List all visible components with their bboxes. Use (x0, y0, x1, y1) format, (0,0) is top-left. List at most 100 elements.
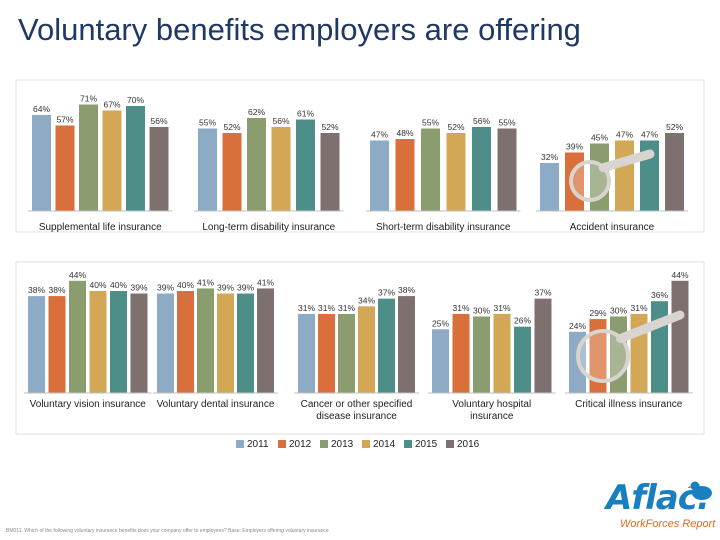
magnifier-icon-bottom-lens (576, 329, 630, 383)
bar-long-term-disability-insurance-2016 (320, 133, 340, 211)
bar-voluntary-hospital-insurance-2014 (493, 313, 511, 393)
magnifier-icon-bottom-handle (616, 310, 685, 343)
bar-voluntary-dental-insurance-2013 (197, 288, 214, 393)
data-label-critical-illness-insurance-2013: 30% (610, 306, 627, 316)
data-label-short-term-disability-insurance-2011: 47% (371, 130, 388, 140)
data-label-short-term-disability-insurance-2014: 52% (447, 122, 464, 132)
legend-label-2011: 2011 (247, 439, 269, 450)
bar-voluntary-hospital-insurance-2015 (514, 326, 531, 393)
bar-cancer-or-other-specified-disease-insurance-2016 (398, 296, 415, 393)
bar-supplemental-life-insurance-2013 (79, 104, 98, 211)
data-label-short-term-disability-insurance-2012: 48% (396, 128, 413, 138)
data-label-accident-insurance-2013: 45% (591, 133, 608, 143)
legend-swatch-2014 (362, 440, 370, 448)
data-label-cancer-or-other-specified-disease-insurance-2014: 34% (358, 295, 375, 305)
bar-short-term-disability-insurance-2011 (370, 140, 389, 211)
bar-voluntary-vision-insurance-2012 (48, 296, 66, 393)
data-label-voluntary-vision-insurance-2014: 40% (89, 280, 106, 290)
page-title: Voluntary benefits employers are offerin… (18, 12, 581, 47)
legend-swatch-2012 (278, 440, 286, 448)
bar-short-term-disability-insurance-2012 (395, 139, 415, 211)
category-label-short-term-disability-insurance: Short-term disability insurance (376, 222, 511, 233)
bar-voluntary-vision-insurance-2011 (28, 296, 45, 393)
data-label-voluntary-vision-insurance-2013: 44% (69, 270, 86, 280)
data-label-supplemental-life-insurance-2016: 56% (150, 116, 167, 126)
data-label-voluntary-vision-insurance-2011: 38% (28, 285, 45, 295)
bar-voluntary-dental-insurance-2014 (217, 293, 234, 393)
bar-cancer-or-other-specified-disease-insurance-2012 (318, 313, 335, 393)
data-label-supplemental-life-insurance-2011: 64% (33, 104, 50, 114)
legend-label-2012: 2012 (289, 439, 312, 450)
bar-voluntary-vision-insurance-2014 (89, 291, 107, 393)
legend-swatch-2013 (320, 440, 328, 448)
legend-swatch-2016 (446, 440, 454, 448)
data-label-supplemental-life-insurance-2012: 57% (56, 115, 73, 125)
bar-voluntary-dental-insurance-2016 (257, 288, 274, 393)
legend-label-2013: 2013 (331, 439, 354, 450)
bar-voluntary-vision-insurance-2013 (69, 280, 86, 393)
bottom-row-frame (15, 261, 705, 435)
data-label-critical-illness-insurance-2015: 36% (651, 290, 668, 300)
data-label-voluntary-dental-insurance-2015: 39% (237, 283, 254, 293)
bar-long-term-disability-insurance-2013 (247, 118, 266, 211)
legend-swatch-2015 (404, 440, 412, 448)
data-label-supplemental-life-insurance-2013: 71% (80, 94, 97, 104)
data-label-long-term-disability-insurance-2015: 61% (297, 109, 314, 119)
bar-cancer-or-other-specified-disease-insurance-2015 (378, 298, 395, 393)
bar-voluntary-hospital-insurance-2011 (432, 329, 449, 393)
bar-accident-insurance-2016 (665, 133, 684, 211)
bar-short-term-disability-insurance-2016 (497, 128, 517, 211)
category-label-critical-illness-insurance: Critical illness insurance (575, 399, 683, 410)
data-label-accident-insurance-2011: 32% (541, 152, 558, 162)
data-label-voluntary-hospital-insurance-2012: 31% (452, 303, 469, 313)
footnote: BM011. Which of the following voluntary … (6, 528, 329, 534)
legend-label-2016: 2016 (457, 439, 480, 450)
bar-critical-illness-insurance-2015 (651, 301, 668, 393)
bar-voluntary-dental-insurance-2012 (177, 291, 194, 393)
legend-label-2015: 2015 (415, 439, 438, 450)
data-label-voluntary-vision-insurance-2015: 40% (110, 280, 127, 290)
data-label-accident-insurance-2016: 52% (666, 122, 683, 132)
data-label-short-term-disability-insurance-2015: 56% (473, 116, 490, 126)
category-label-accident-insurance: Accident insurance (570, 222, 655, 233)
data-label-accident-insurance-2012: 39% (566, 142, 583, 152)
bar-critical-illness-insurance-2016 (671, 280, 689, 393)
data-label-voluntary-dental-insurance-2016: 41% (257, 277, 274, 287)
bar-supplemental-life-insurance-2015 (126, 106, 145, 211)
data-label-critical-illness-insurance-2012: 29% (589, 308, 606, 318)
data-label-voluntary-hospital-insurance-2014: 31% (493, 303, 510, 313)
bar-accident-insurance-2014 (615, 140, 634, 211)
category-label-cancer-or-other-specified-disease-insurance-line-1: Cancer or other specified (301, 399, 413, 410)
data-label-critical-illness-insurance-2014: 31% (630, 303, 647, 313)
top-row-frame (15, 79, 705, 233)
data-label-cancer-or-other-specified-disease-insurance-2016: 38% (398, 285, 415, 295)
data-label-voluntary-dental-insurance-2013: 41% (197, 277, 214, 287)
bar-long-term-disability-insurance-2015 (296, 119, 315, 211)
data-label-long-term-disability-insurance-2014: 56% (272, 116, 289, 126)
data-label-voluntary-hospital-insurance-2016: 37% (534, 288, 551, 298)
category-label-cancer-or-other-specified-disease-insurance-line-2: disease insurance (316, 411, 397, 422)
magnifier-icon-top-lens (569, 160, 611, 202)
category-label-voluntary-hospital-insurance-line-2: insurance (470, 411, 514, 422)
data-label-supplemental-life-insurance-2015: 70% (127, 95, 144, 105)
data-label-accident-insurance-2014: 47% (616, 130, 633, 140)
data-label-voluntary-vision-insurance-2016: 39% (130, 283, 147, 293)
bar-voluntary-hospital-insurance-2016 (534, 298, 552, 393)
bar-voluntary-vision-insurance-2015 (110, 291, 127, 393)
bar-voluntary-hospital-insurance-2012 (452, 313, 470, 393)
data-label-cancer-or-other-specified-disease-insurance-2012: 31% (318, 303, 335, 313)
bar-voluntary-dental-insurance-2015 (237, 293, 254, 393)
magnifier-icon-top-handle (598, 149, 655, 173)
data-label-supplemental-life-insurance-2014: 67% (103, 100, 120, 110)
bar-supplemental-life-insurance-2014 (102, 110, 122, 211)
data-label-voluntary-dental-insurance-2011: 39% (157, 283, 174, 293)
bar-accident-insurance-2011 (540, 163, 559, 211)
data-label-voluntary-hospital-insurance-2013: 30% (473, 306, 490, 316)
bar-cancer-or-other-specified-disease-insurance-2014 (358, 306, 375, 393)
bar-short-term-disability-insurance-2014 (446, 133, 466, 211)
category-label-voluntary-hospital-insurance-line-1: Voluntary hospital (452, 399, 531, 410)
data-label-cancer-or-other-specified-disease-insurance-2013: 31% (338, 303, 355, 313)
data-label-short-term-disability-insurance-2013: 55% (422, 118, 439, 128)
data-label-voluntary-hospital-insurance-2015: 26% (514, 316, 531, 326)
